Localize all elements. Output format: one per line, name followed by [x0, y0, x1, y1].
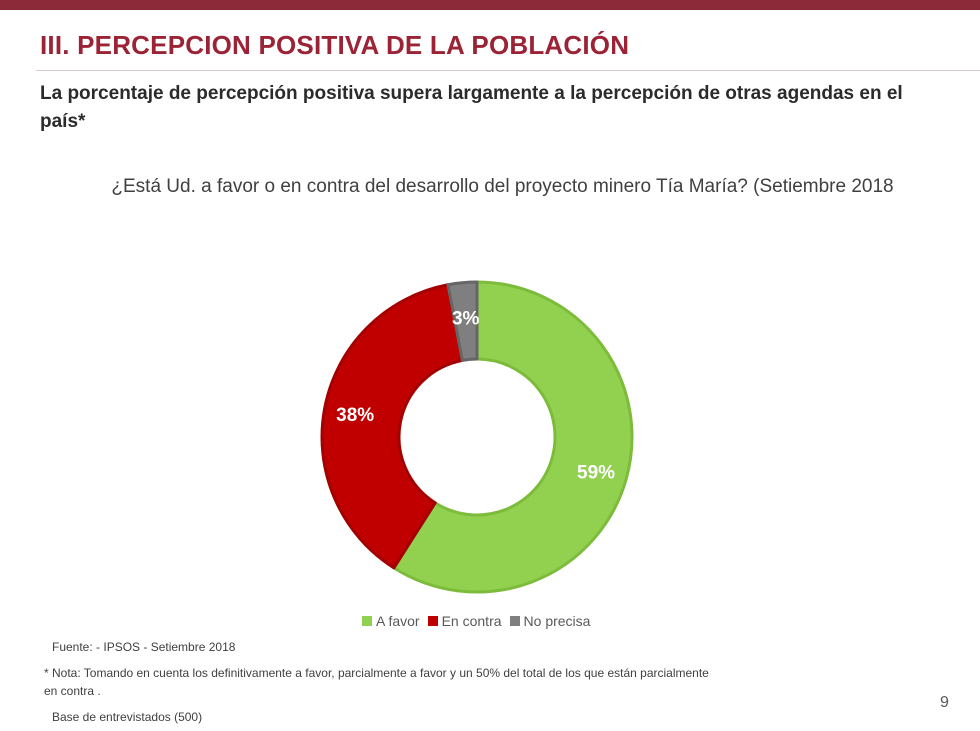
legend-label-no-precisa: No precisa	[523, 613, 591, 629]
legend-swatch-a-favor	[362, 616, 372, 626]
donut-slice-en-contra	[320, 283, 464, 570]
legend-label-a-favor: A favor	[376, 613, 420, 629]
donut-slice-a-favor	[392, 280, 634, 594]
legend-item-a-favor: A favor	[362, 613, 420, 629]
chart-legend: A favor En contra No precisa	[362, 613, 598, 629]
page-subtitle: La porcentaje de percepción positiva sup…	[40, 83, 903, 132]
base-text: Base de entrevistados (500)	[52, 710, 203, 724]
legend-swatch-no-precisa	[509, 616, 520, 626]
top-accent-bar	[0, 0, 980, 10]
legend-label-en-contra: En contra	[441, 613, 502, 629]
page-title: III. PERCEPCION POSITIVA DE LA POBLACIÓN	[40, 30, 630, 60]
page-number: 9	[940, 694, 949, 711]
chart-title: ¿Está Ud. a favor o en contra del desarr…	[111, 176, 894, 197]
data-label-en-contra: 38%	[336, 405, 374, 426]
source-text: Fuente: - IPSOS - Setiembre 2018	[52, 640, 236, 654]
note-text: * Nota: Tomando en cuenta los definitiva…	[44, 666, 709, 698]
legend-item-no-precisa: No precisa	[509, 613, 591, 629]
legend-item-en-contra: En contra	[427, 613, 502, 629]
donut-slice-no-precisa	[446, 280, 479, 362]
legend-swatch-en-contra	[427, 616, 438, 626]
data-label-a-favor: 59%	[577, 463, 615, 484]
data-label-no-precisa: 3%	[452, 309, 480, 330]
donut-chart: 59% 38% 3%	[320, 280, 634, 594]
title-divider	[36, 70, 980, 71]
